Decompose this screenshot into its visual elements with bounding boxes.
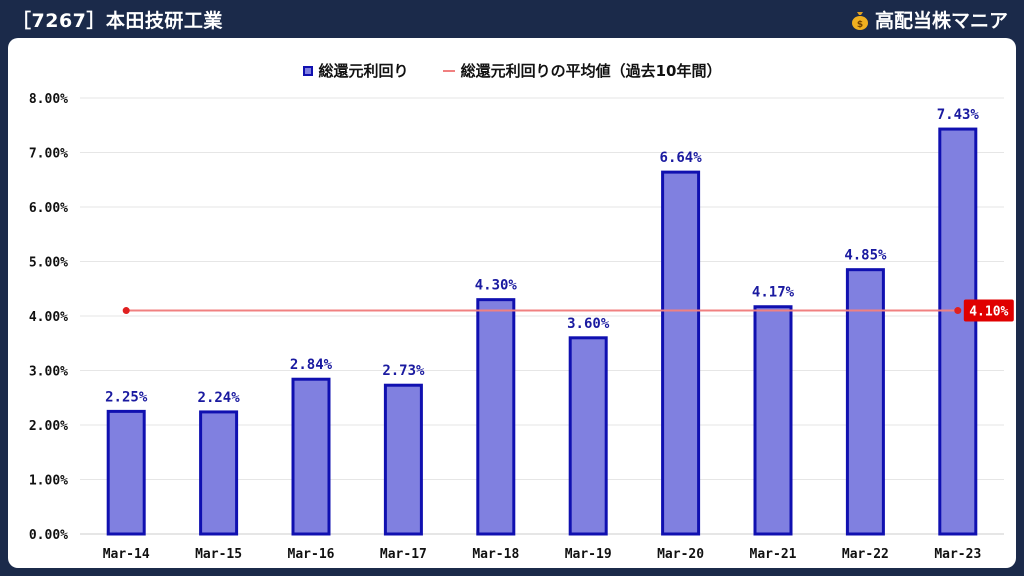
- x-tick-label: Mar-17: [380, 547, 427, 562]
- x-tick-label: Mar-20: [657, 547, 704, 562]
- bar-data-label: 2.73%: [382, 363, 425, 379]
- y-tick-label: 5.00%: [29, 256, 68, 271]
- bar-data-label: 2.84%: [290, 357, 333, 373]
- legend-swatch-bar: [302, 65, 313, 76]
- bar: [845, 268, 885, 536]
- bar: [476, 298, 516, 536]
- x-tick-label: Mar-16: [288, 547, 335, 562]
- bar-data-label: 6.64%: [660, 150, 703, 166]
- money-bag-icon: $: [851, 10, 869, 30]
- bar-data-label: 4.85%: [844, 248, 887, 264]
- x-tick-label: Mar-14: [103, 547, 150, 562]
- bar: [199, 410, 239, 536]
- legend-item-yield: 総還元利回り: [302, 60, 409, 81]
- bar-data-label: 3.60%: [567, 316, 610, 332]
- brand: $ 高配当株マニア: [851, 6, 1008, 33]
- y-tick-label: 3.00%: [29, 365, 68, 380]
- bar-chart: 0.00% 1.00% 2.00% 3.00% 4.00% 5.00% 6.00% 7.00%…: [29, 92, 1014, 562]
- y-tick-label: 4.00%: [29, 310, 68, 325]
- x-tick-label: Mar-15: [195, 547, 242, 562]
- chart-legend: 総還元利回り 総還元利回りの平均値（過去10年間）: [8, 60, 1016, 81]
- x-tick-label: Mar-21: [750, 547, 797, 562]
- header-bar: ［7267］本田技研工業 $ 高配当株マニア: [0, 0, 1024, 38]
- y-tick-label: 8.00%: [29, 92, 68, 107]
- y-tick-label: 0.00%: [29, 528, 68, 543]
- average-marker: [122, 307, 130, 315]
- bar: [753, 305, 793, 536]
- bar-data-label: 7.43%: [937, 107, 980, 123]
- bar: [106, 409, 146, 536]
- bar-data-label: 2.24%: [198, 390, 241, 406]
- average-badge: [963, 299, 1014, 322]
- bar: [383, 383, 423, 536]
- bar-data-label: 4.17%: [752, 285, 795, 301]
- x-tick-label: Mar-19: [565, 547, 612, 562]
- legend-item-average: 総還元利回りの平均値（過去10年間）: [442, 60, 722, 81]
- svg-text:$: $: [857, 20, 863, 30]
- y-tick-label: 7.00%: [29, 147, 68, 162]
- brand-name: 高配当株マニア: [874, 10, 1008, 32]
- chart-panel: 総還元利回り 総還元利回りの平均値（過去10年間） 0.00% 1.00% 2.00…: [8, 38, 1016, 568]
- x-tick-label: Mar-23: [934, 547, 981, 562]
- x-tick-label: Mar-18: [472, 547, 519, 562]
- bar: [291, 377, 331, 536]
- average-marker: [954, 307, 962, 315]
- legend-swatch-line: [442, 69, 455, 72]
- bar-data-label: 2.25%: [105, 389, 148, 405]
- bar: [938, 127, 978, 536]
- y-tick-label: 6.00%: [29, 201, 68, 216]
- y-tick-label: 2.00%: [29, 419, 68, 434]
- bar: [568, 336, 608, 536]
- y-tick-label: 1.00%: [29, 474, 68, 489]
- x-tick-label: Mar-22: [842, 547, 889, 562]
- bar: [661, 170, 701, 536]
- average-badge-label: 4.10%: [969, 305, 1008, 320]
- legend-label-yield: 総還元利回り: [318, 62, 409, 80]
- legend-label-average: 総還元利回りの平均値（過去10年間）: [460, 62, 722, 80]
- bar-data-label: 4.30%: [475, 278, 518, 294]
- page-title: ［7267］本田技研工業: [12, 10, 223, 32]
